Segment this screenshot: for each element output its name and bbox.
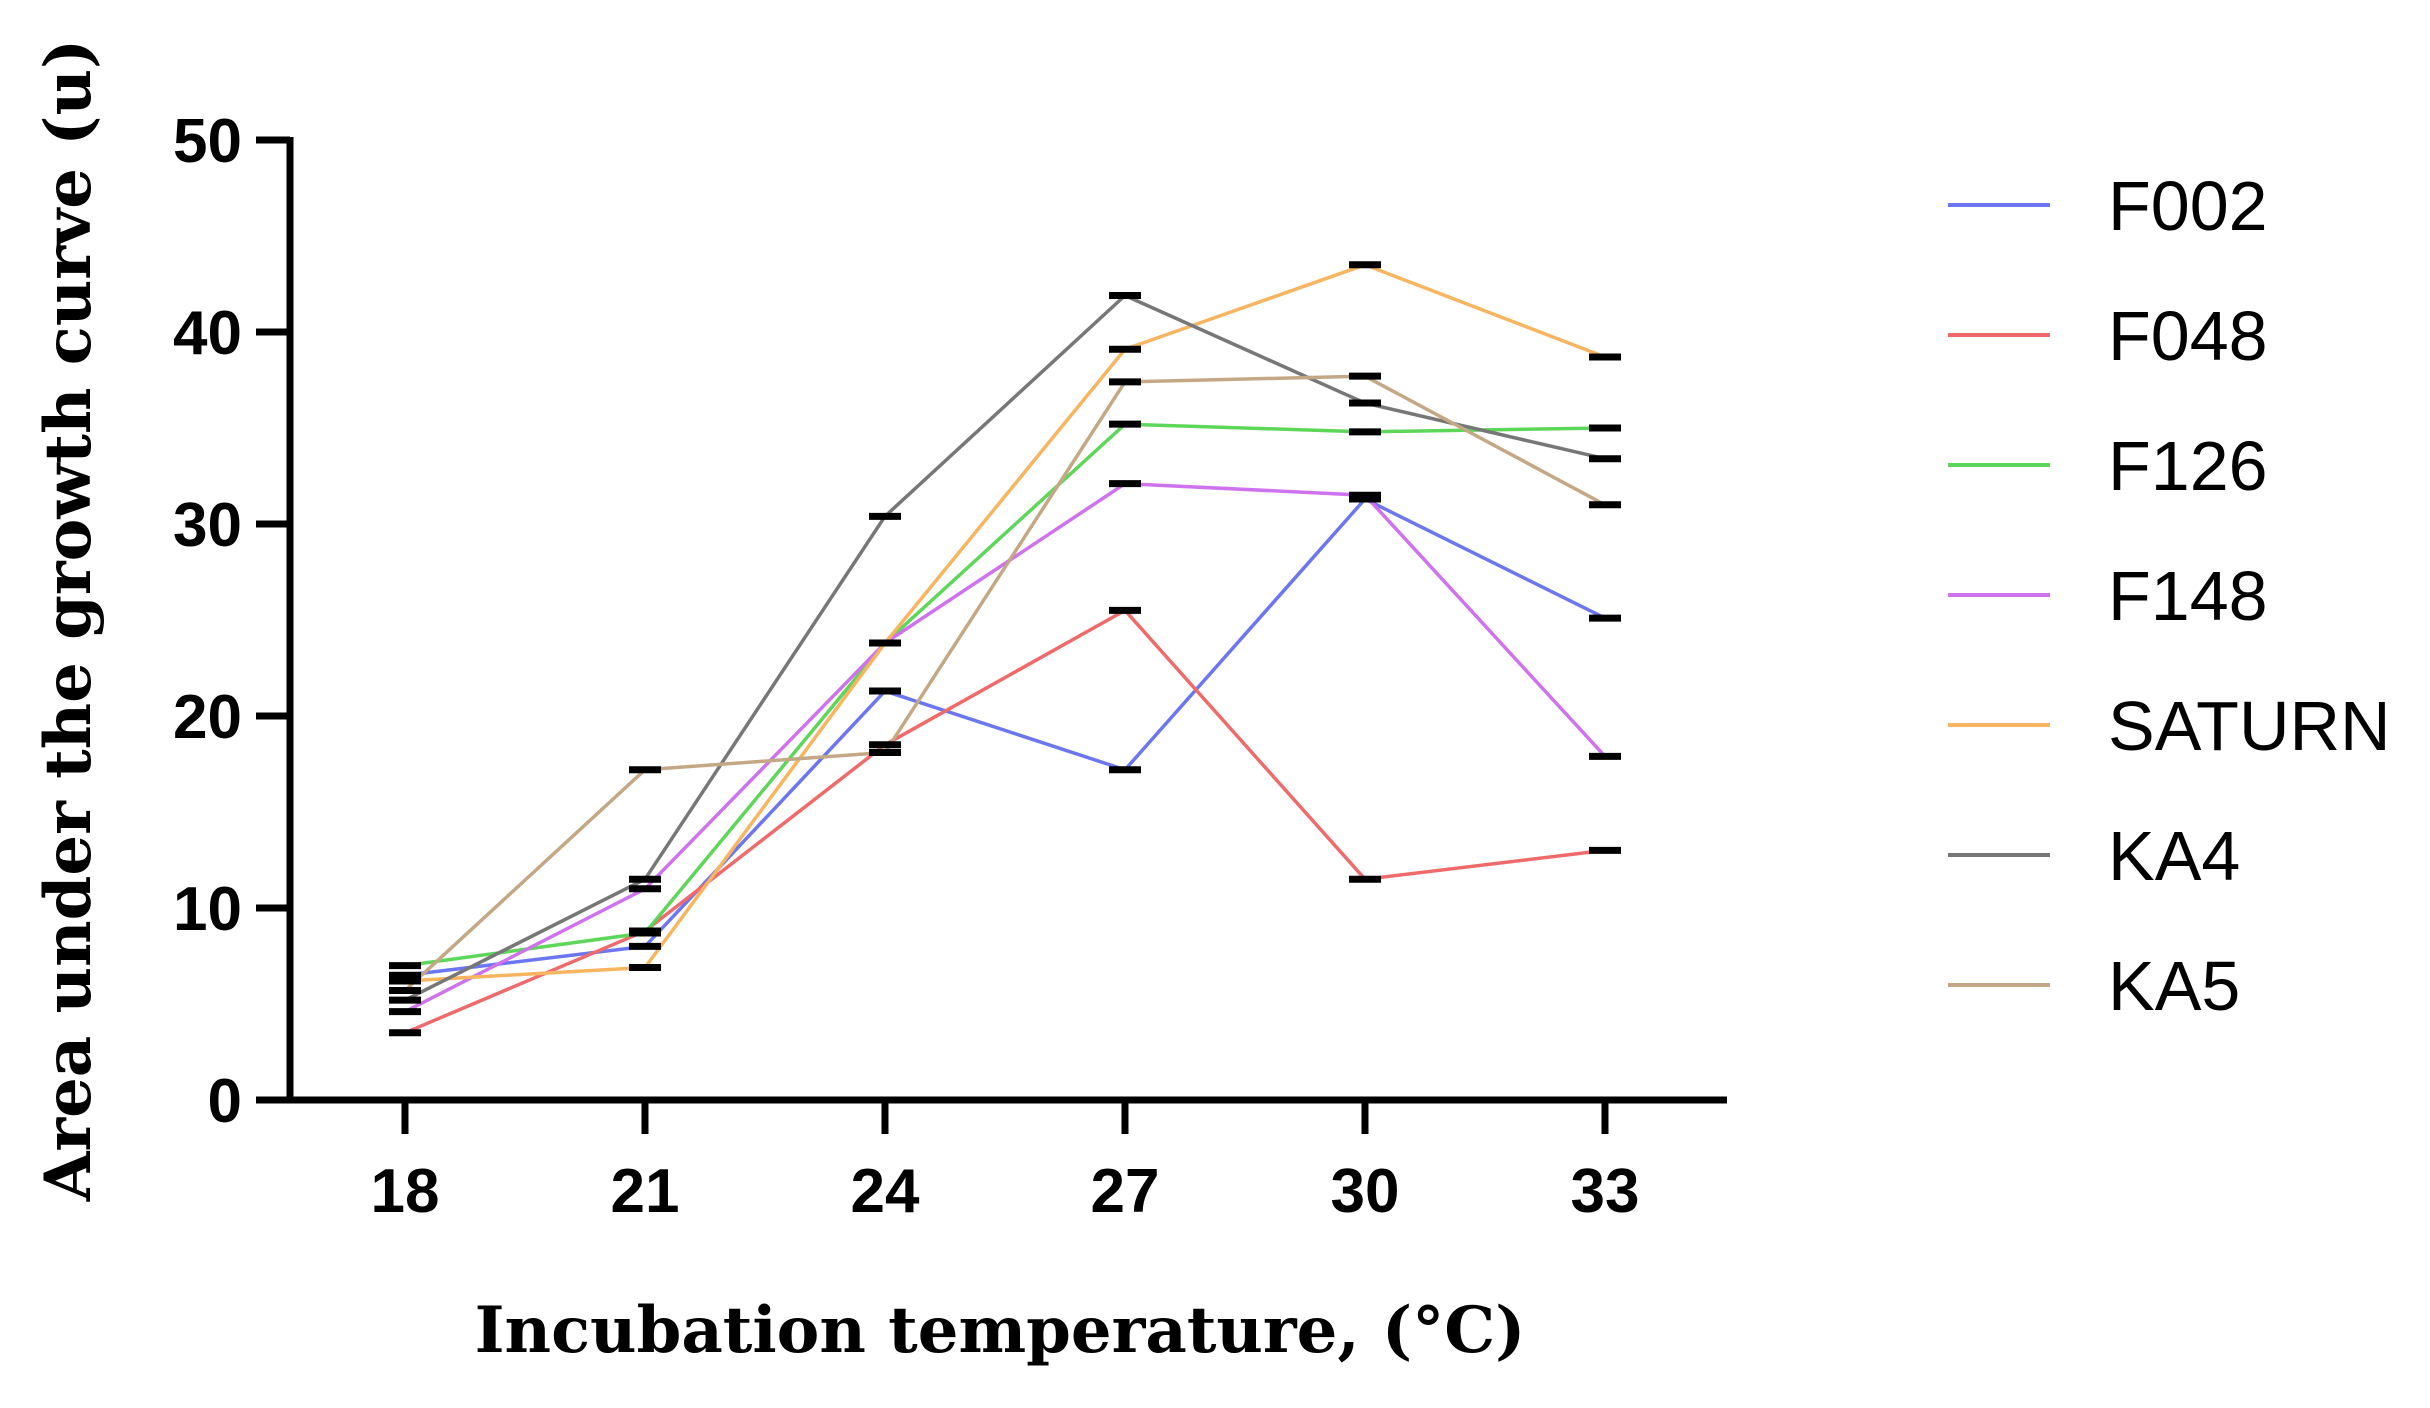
series-line-f126 [404, 422, 1606, 968]
legend-item-f126: F126 [1948, 427, 2268, 505]
y-tick-label: 10 [173, 875, 242, 944]
legend-item-f048: F048 [1948, 297, 2268, 375]
x-tick-label: 24 [851, 1157, 920, 1226]
legend: F002 F048 F126 F148 SATURN KA4 KA5 [1948, 167, 2391, 1025]
y-tick-label: 20 [173, 683, 242, 752]
legend-item-ka4: KA4 [1948, 817, 2240, 895]
legend-item-f002: F002 [1948, 167, 2268, 245]
legend-item-ka5: KA5 [1948, 947, 2240, 1025]
series-line-f148 [404, 481, 1607, 1014]
x-axis-title: Incubation temperature, (°C) [475, 1293, 1526, 1368]
y-tick-label: 0 [208, 1067, 242, 1136]
legend-item-saturn: SATURN [1948, 687, 2391, 765]
legend-label: F048 [2108, 297, 2268, 375]
plot-series [389, 261, 1621, 1037]
legend-label: SATURN [2108, 687, 2391, 765]
y-tick-label: 40 [173, 299, 242, 368]
legend-label: F148 [2108, 557, 2268, 635]
legend-label: F002 [2108, 167, 2268, 245]
axes: 0 10 20 30 40 50 18 21 24 27 30 33 [173, 107, 1727, 1226]
x-tick-label: 21 [611, 1157, 680, 1226]
y-tick-label: 50 [173, 107, 242, 176]
x-tick-label: 18 [371, 1157, 440, 1226]
series-line-f048 [404, 608, 1606, 1035]
series-line-f002 [404, 497, 1606, 977]
x-tick-label: 33 [1571, 1157, 1640, 1226]
x-tick-label: 27 [1091, 1157, 1160, 1226]
legend-label: F126 [2108, 427, 2268, 505]
series-line-ka5 [403, 374, 1606, 992]
y-axis-title: Area under the growth curve (u) [31, 39, 106, 1203]
series-line-saturn [404, 263, 1606, 983]
legend-label: KA5 [2108, 947, 2240, 1025]
y-tick-label: 30 [173, 491, 242, 560]
series-line-ka4 [404, 293, 1606, 1002]
legend-label: KA4 [2108, 817, 2240, 895]
legend-item-f148: F148 [1948, 557, 2268, 635]
x-tick-label: 30 [1331, 1157, 1400, 1226]
